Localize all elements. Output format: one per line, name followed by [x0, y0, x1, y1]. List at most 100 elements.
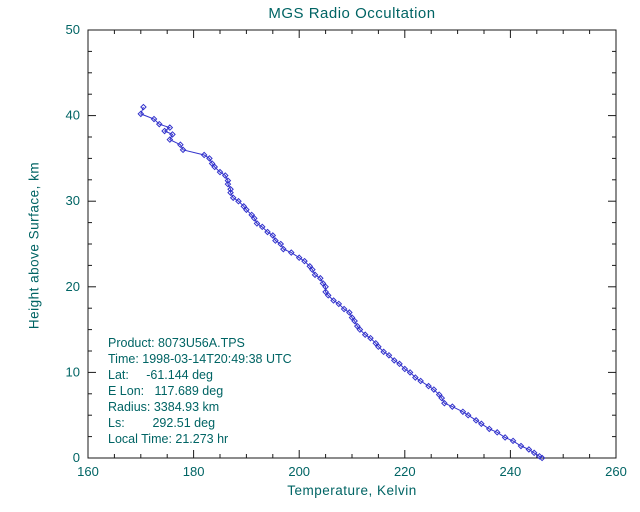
diamond-marker [517, 442, 525, 450]
diamond-marker [301, 257, 308, 265]
diamond-marker [269, 232, 277, 239]
diamond-marker [229, 194, 237, 202]
diamond-marker [200, 151, 208, 159]
diamond-marker [272, 237, 279, 244]
diamond-marker [464, 411, 472, 419]
diamond-marker [248, 211, 255, 219]
y-tick-label: 0 [73, 450, 80, 465]
diamond-marker [330, 297, 337, 304]
diamond-marker [356, 326, 364, 333]
y-tick-label: 40 [66, 108, 80, 123]
annotation-block: Product: 8073U56A.TPS Time: 1998-03-14T20… [108, 335, 292, 447]
diamond-marker [179, 146, 187, 154]
diamond-marker [438, 394, 446, 402]
annotation-line-1: Time: 1998-03-14T20:49:38 UTC [108, 352, 292, 366]
diamond-marker [319, 280, 327, 287]
diamond-marker [177, 141, 184, 149]
diamond-marker [224, 180, 232, 188]
diamond-marker [227, 185, 234, 193]
diamond-marker [493, 429, 501, 436]
diamond-marker [161, 127, 168, 135]
diamond-marker [169, 131, 176, 138]
diamond-marker [216, 168, 224, 176]
diamond-marker [459, 408, 467, 416]
diamond-marker [485, 425, 493, 433]
diamond-marker [295, 254, 303, 262]
diamond-marker [206, 155, 213, 162]
diamond-marker [530, 449, 538, 457]
x-tick-label: 260 [605, 464, 627, 479]
diamond-marker [536, 452, 543, 460]
diamond-marker [287, 249, 295, 256]
x-tick-label: 220 [394, 464, 416, 479]
diamond-marker [380, 348, 387, 356]
annotation-line-4: Radius: 3384.93 km [108, 400, 220, 414]
diamond-marker [140, 103, 147, 111]
diamond-marker [430, 386, 438, 393]
diamond-marker [361, 331, 369, 339]
diamond-marker [351, 317, 358, 325]
x-tick-label: 240 [500, 464, 522, 479]
annotation-line-6: Local Time: 21.273 hr [108, 432, 229, 446]
diamond-marker [150, 115, 158, 123]
diamond-marker [425, 382, 432, 390]
diamond-marker [348, 314, 356, 321]
diamond-marker [322, 288, 329, 296]
annotation-line-5: Ls: 292.51 deg [108, 416, 216, 430]
diamond-marker [390, 357, 398, 364]
diamond-marker [311, 271, 319, 279]
y-tick-label: 20 [66, 279, 80, 294]
diamond-marker [253, 220, 261, 227]
diamond-marker [525, 446, 533, 453]
diamond-marker [258, 223, 266, 231]
diamond-marker [340, 305, 348, 313]
annotation-line-2: Lat: -61.144 deg [108, 368, 213, 382]
diamond-marker [309, 266, 316, 273]
diamond-marker [166, 136, 174, 143]
diamond-marker [375, 343, 382, 351]
diamond-marker [353, 322, 361, 330]
annotation-line-0: Product: 8073U56A.TPS [108, 336, 245, 350]
y-tick-label: 10 [66, 364, 80, 379]
diamond-marker [280, 245, 287, 253]
diamond-marker [227, 189, 234, 196]
diamond-marker [243, 206, 250, 214]
diamond-marker [509, 437, 517, 445]
annotation-line-3: E Lon: 117.689 deg [108, 384, 224, 398]
diamond-marker [346, 309, 353, 316]
x-axis-label: Temperature, Kelvin [287, 483, 417, 498]
x-tick-label: 180 [183, 464, 205, 479]
y-tick-label: 50 [66, 22, 80, 37]
diamond-marker [441, 399, 448, 407]
diamond-marker [137, 110, 145, 118]
diamond-marker [155, 120, 163, 128]
diamond-marker [251, 215, 258, 222]
x-tick-label: 160 [77, 464, 99, 479]
diamond-marker [335, 300, 343, 308]
diamond-marker [396, 360, 403, 368]
diamond-marker [240, 203, 248, 210]
diamond-marker [385, 351, 393, 359]
diamond-marker [224, 177, 232, 184]
diamond-marker [478, 420, 485, 428]
diamond-marker [166, 124, 174, 131]
diamond-marker [235, 197, 242, 205]
diamond-marker [472, 417, 480, 424]
diamond-marker [406, 369, 414, 376]
diamond-marker [208, 160, 216, 167]
x-tick-label: 200 [288, 464, 310, 479]
y-tick-label: 30 [66, 193, 80, 208]
diamond-marker [324, 292, 332, 299]
diamond-marker [538, 454, 546, 462]
diamond-marker [211, 163, 219, 171]
diamond-marker [306, 262, 314, 270]
diamond-marker [449, 403, 456, 410]
diamond-marker [367, 334, 374, 342]
diamond-marker [435, 391, 443, 398]
diamond-marker [221, 172, 229, 179]
diamond-marker [417, 377, 424, 385]
diamond-marker [501, 434, 509, 441]
diamond-marker [264, 228, 271, 236]
